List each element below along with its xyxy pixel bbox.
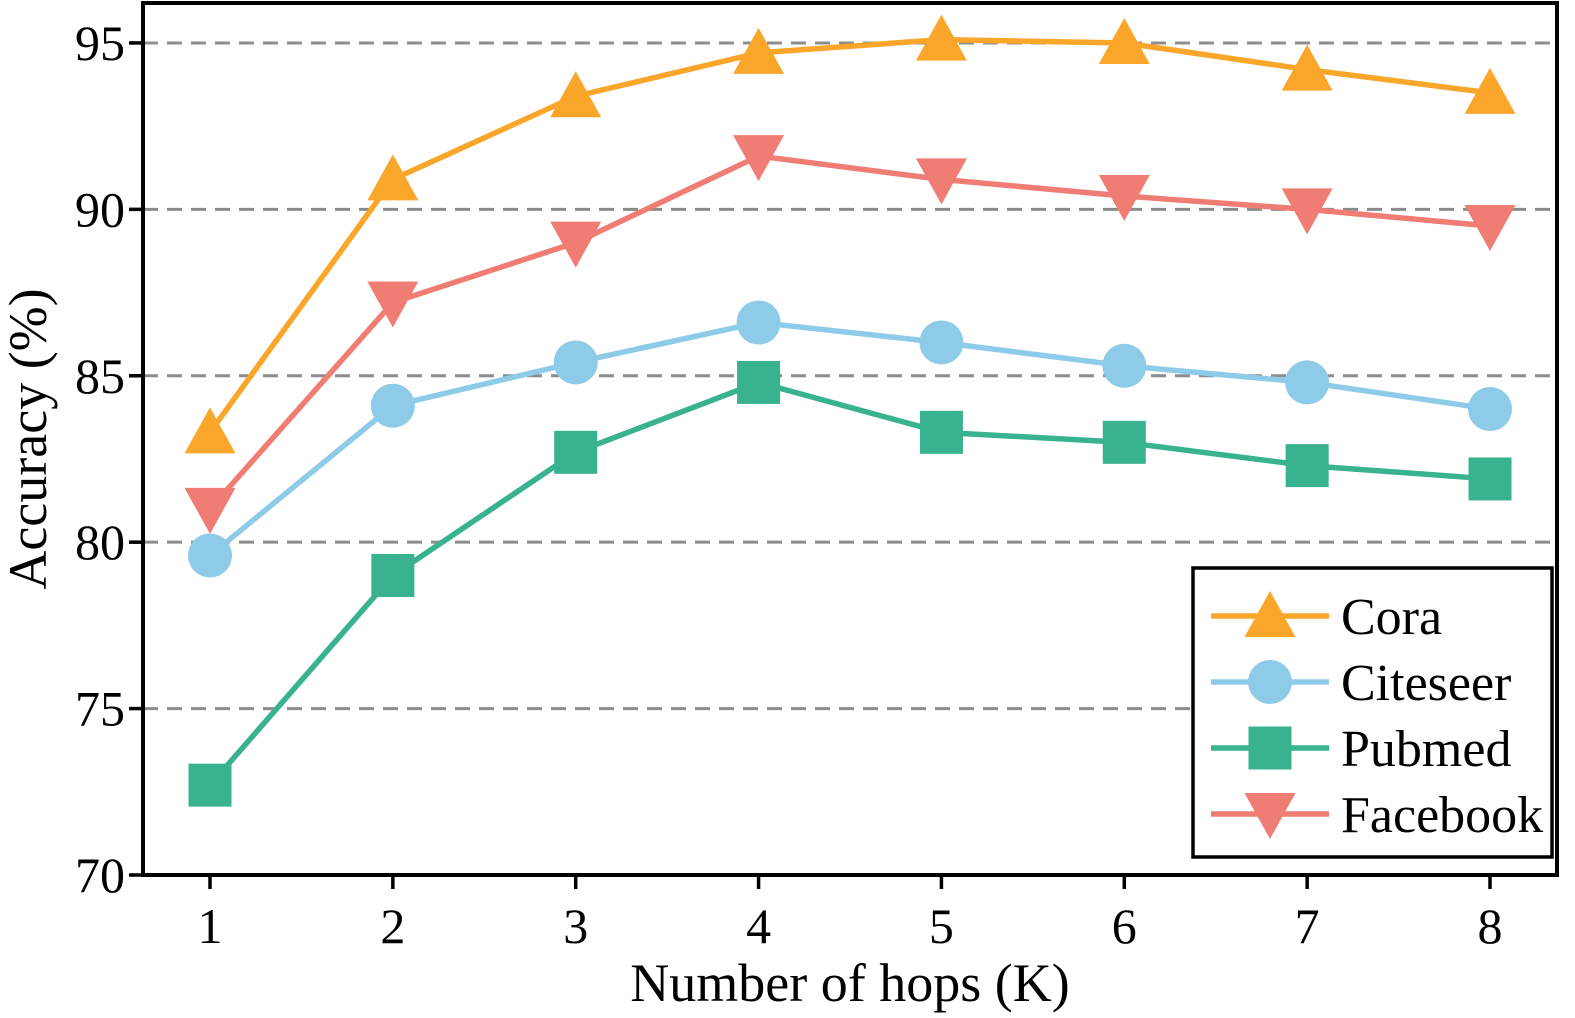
series-facebook xyxy=(184,135,1516,534)
y-tick-label-70: 70 xyxy=(75,847,125,903)
series-cora-marker-k6 xyxy=(1098,17,1150,64)
series-cora-marker-k2 xyxy=(367,154,419,201)
series-facebook-marker-k8 xyxy=(1464,204,1516,251)
y-tick-label-75: 75 xyxy=(75,681,125,737)
x-tick-label-4: 4 xyxy=(746,898,771,954)
series-facebook-marker-k5 xyxy=(915,158,967,205)
x-tick-label-5: 5 xyxy=(929,898,954,954)
series-citeseer xyxy=(188,300,1512,578)
series-cora-line xyxy=(207,36,1493,436)
legend-triangle-up-icon xyxy=(1244,591,1296,637)
series-citeseer-marker-k7 xyxy=(1285,360,1330,405)
series-cora-marker-k7 xyxy=(1281,44,1333,91)
series-pubmed-marker-k1 xyxy=(188,763,232,807)
series-pubmed-marker-k2 xyxy=(371,553,415,597)
x-tick-label-3: 3 xyxy=(563,898,588,954)
series-citeseer-marker-k6 xyxy=(1102,343,1147,388)
legend-item-cora xyxy=(1211,591,1329,637)
series-citeseer-marker-k1 xyxy=(188,533,232,578)
legend-item-pubmed xyxy=(1211,726,1329,770)
x-tick-label-1: 1 xyxy=(198,898,223,954)
series-pubmed-marker-k3 xyxy=(554,430,598,474)
series-pubmed-marker-k8 xyxy=(1468,457,1512,501)
series-citeseer-marker-k8 xyxy=(1468,387,1512,432)
series-cora xyxy=(184,14,1516,454)
x-tick-label-6: 6 xyxy=(1112,898,1137,954)
x-tick-label-7: 7 xyxy=(1295,898,1320,954)
series-citeseer-marker-k4 xyxy=(736,300,781,345)
legend-item-facebook xyxy=(1211,793,1329,839)
series-cora-marker-k5 xyxy=(915,14,967,61)
y-tick-label-95: 95 xyxy=(75,15,125,71)
x-tick-label-2: 2 xyxy=(380,898,405,954)
legend-label-citeseer: Citeseer xyxy=(1341,655,1511,712)
series-pubmed-marker-k5 xyxy=(919,410,963,454)
series-cora-marker-k1 xyxy=(184,407,236,454)
series-facebook-marker-k6 xyxy=(1098,175,1150,222)
series-pubmed-marker-k7 xyxy=(1285,444,1329,488)
series-facebook-marker-k2 xyxy=(367,281,419,328)
series-cora-marker-k3 xyxy=(550,71,602,118)
plot-frame xyxy=(141,1,1559,877)
series-citeseer-marker-k3 xyxy=(553,340,598,385)
x-axis-title: Number of hops (K) xyxy=(630,953,1069,1013)
series-facebook-marker-k7 xyxy=(1281,188,1333,235)
series-pubmed-marker-k4 xyxy=(737,360,781,404)
series-cora-marker-k4 xyxy=(733,27,785,74)
y-tick-label-80: 80 xyxy=(75,514,125,570)
y-axis-title: Accuracy (%) xyxy=(0,288,58,589)
series-citeseer-line xyxy=(207,319,1493,559)
series-citeseer-marker-k5 xyxy=(919,320,964,365)
legend-triangle-down-icon xyxy=(1244,793,1296,839)
series-citeseer-marker-k2 xyxy=(370,383,415,428)
y-tick-label-90: 90 xyxy=(75,181,125,237)
series-pubmed xyxy=(188,360,1512,807)
legend-label-pubmed: Pubmed xyxy=(1341,721,1511,778)
legend xyxy=(1191,566,1554,859)
y-tick-label-85: 85 xyxy=(75,348,125,404)
legend-item-citeseer xyxy=(1211,660,1329,704)
series-facebook-marker-k4 xyxy=(733,135,785,182)
x-tick-label-8: 8 xyxy=(1478,898,1503,954)
legend-square-icon xyxy=(1248,726,1292,770)
legend-circle-icon xyxy=(1248,660,1292,704)
series-facebook-line xyxy=(207,153,1493,512)
series-pubmed-line xyxy=(207,379,1493,788)
legend-label-cora: Cora xyxy=(1341,589,1442,646)
series-cora-marker-k8 xyxy=(1464,67,1516,114)
legend-label-facebook: Facebook xyxy=(1341,787,1543,844)
series-facebook-marker-k3 xyxy=(550,221,602,268)
series-pubmed-marker-k6 xyxy=(1102,420,1146,464)
series-facebook-marker-k1 xyxy=(184,487,236,534)
